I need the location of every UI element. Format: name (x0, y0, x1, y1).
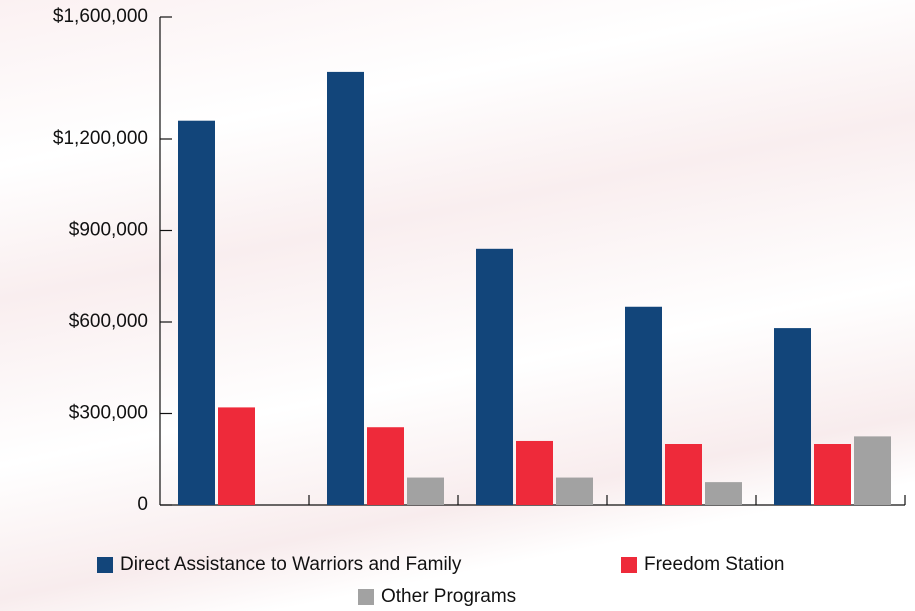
bar (327, 71, 364, 506)
legend-swatch (97, 557, 113, 573)
bar (774, 328, 811, 505)
legend-label: Other Programs (381, 586, 516, 607)
bar (854, 436, 891, 505)
bar (556, 477, 593, 505)
y-tick-label: $1,200,000 (53, 128, 148, 149)
bar (705, 482, 742, 505)
bar (178, 120, 215, 505)
y-tick-label: 0 (137, 494, 148, 515)
bar (476, 248, 513, 506)
bar (516, 440, 553, 505)
legend-swatch (358, 589, 374, 605)
y-tick-label: $600,000 (69, 311, 148, 332)
y-tick-label: $300,000 (69, 403, 148, 424)
bar (665, 444, 702, 505)
bar (814, 444, 851, 505)
y-tick-label: $900,000 (69, 220, 148, 241)
y-tick-label: $1,600,000 (53, 6, 148, 27)
bar (407, 477, 444, 505)
bar (218, 407, 255, 505)
legend-label: Direct Assistance to Warriors and Family (120, 554, 462, 575)
legend-label: Freedom Station (644, 554, 784, 575)
bar (367, 427, 404, 505)
legend-swatch (621, 557, 637, 573)
bar (625, 306, 662, 505)
